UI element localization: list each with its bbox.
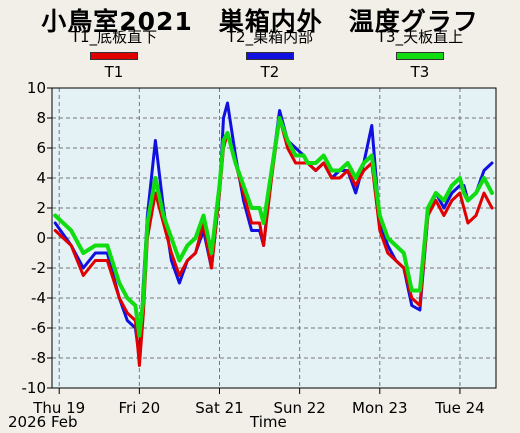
series-line-t3 [53,116,494,338]
x-tick-label: Sat 21 [195,399,243,417]
y-tick-label: -10 [22,379,47,397]
legend-t3-description: T3_天板直上 [376,28,464,46]
legend-t2: T2_巣箱内部 T2 [200,28,340,80]
legend-t2-swatch [246,52,294,60]
y-tick-label: 10 [27,79,46,97]
y-tick-label: 6 [36,139,46,157]
legend-t3-swatch [396,52,444,60]
y-tick-label: -6 [31,319,46,337]
legend-t2-description: T2_巣箱内部 [226,28,314,46]
x-tick-label: Mon 23 [352,399,407,417]
y-tick-label: -8 [31,349,46,367]
legend-t3: T3_天板直上 T3 [350,28,490,80]
year-month-label: 2026 Feb [8,413,78,431]
y-tick-label: 2 [36,199,46,217]
y-tick-label: 8 [36,109,46,127]
plot-frame [51,87,497,389]
legend-t1-swatch [90,52,138,60]
y-tick-label: -4 [31,289,46,307]
legend-t3-label: T3 [410,63,430,81]
legend-t1-description: T1_底板直下 [70,28,158,46]
x-axis-title: Time [250,413,287,431]
x-tick-label: Sun 22 [273,399,325,417]
legend-t1-label: T1 [104,63,124,81]
legend-t2-label: T2 [260,63,280,81]
y-tick-label: -2 [31,259,46,277]
x-tick-label: Fri 20 [118,399,160,417]
x-tick-label: Tue 24 [434,399,484,417]
x-tick-label: Thu 19 [32,399,85,417]
y-tick-label: 0 [36,229,46,247]
legend-t1: T1_底板直下 T1 [54,28,174,80]
y-tick-label: 4 [36,169,46,187]
chart-title: 小鳥室2021 巣箱内外 温度グラフ [41,7,479,36]
